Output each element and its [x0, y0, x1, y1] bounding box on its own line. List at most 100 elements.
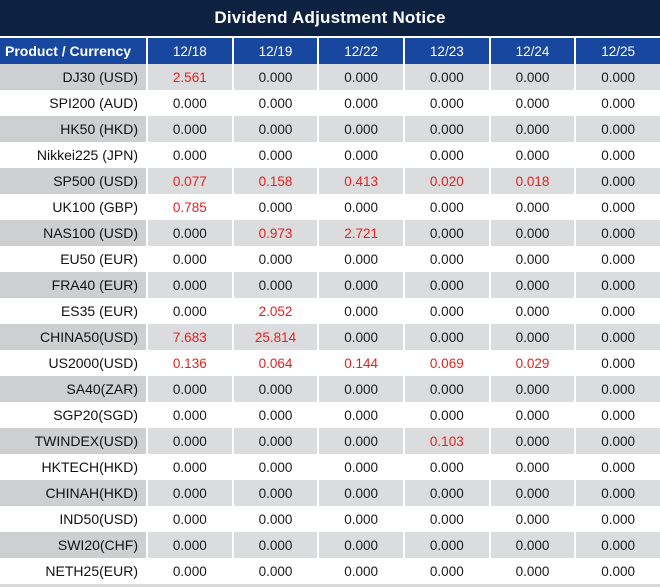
value-cell: 0.000	[490, 532, 575, 558]
table-row: DJ30 (USD) 2.561 0.000 0.000 0.000 0.000 0.000	[0, 64, 660, 90]
table-row: EU50 (EUR) 0.000 0.000 0.000 0.000 0.000 0.000	[0, 246, 660, 272]
value-cell: 0.000	[319, 298, 403, 324]
product-cell: SA40(ZAR)	[0, 376, 146, 402]
value-cell: 0.000	[233, 246, 318, 272]
title-bar: Dividend Adjustment Notice	[0, 0, 660, 36]
value-cell: 0.000	[404, 246, 489, 272]
value-cell: 0.000	[404, 116, 489, 142]
value-cell: 0.000	[404, 298, 489, 324]
value-cell: 0.000	[490, 558, 575, 584]
table-row: UK100 (GBP) 0.785 0.000 0.000 0.000 0.000 0.00…	[0, 194, 660, 220]
value-cell: 0.000	[490, 194, 575, 220]
value-cell: 0.000	[148, 402, 232, 428]
value-cell: 0.000	[148, 116, 232, 142]
table-row: FRA40 (EUR) 0.000 0.000 0.000 0.000 0.000 0.00…	[0, 272, 660, 298]
table-row: SA40(ZAR) 0.000 0.000 0.000 0.000 0.000 0.000	[0, 376, 660, 402]
product-cell: SWI20(CHF)	[0, 532, 146, 558]
product-cell: HKTECH(HKD)	[0, 454, 146, 480]
value-cell: 2.052	[233, 298, 318, 324]
value-cell: 0.000	[404, 532, 489, 558]
value-cell: 0.000	[404, 454, 489, 480]
value-cell: 0.000	[404, 220, 489, 246]
value-cell: 0.000	[490, 376, 575, 402]
product-cell: SGP20(SGD)	[0, 402, 146, 428]
value-cell: 0.000	[233, 272, 318, 298]
value-cell: 0.000	[148, 428, 232, 454]
table-row: NETH25(EUR) 0.000 0.000 0.000 0.000 0.000 0.00…	[0, 558, 660, 584]
product-cell: UK100 (GBP)	[0, 194, 146, 220]
product-cell: SP500 (USD)	[0, 168, 146, 194]
value-cell: 0.000	[576, 194, 660, 220]
table-row: NAS100 (USD) 0.000 0.973 2.721 0.000 0.000 0.0…	[0, 220, 660, 246]
value-cell: 0.000	[404, 402, 489, 428]
value-cell: 0.000	[148, 90, 232, 116]
value-cell: 0.000	[319, 142, 403, 168]
value-cell: 2.721	[319, 220, 403, 246]
value-cell: 0.000	[490, 454, 575, 480]
table-row: HK50 (HKD) 0.000 0.000 0.000 0.000 0.000 0.000	[0, 116, 660, 142]
product-cell: HK50 (HKD)	[0, 116, 146, 142]
product-cell: FRA40 (EUR)	[0, 272, 146, 298]
value-cell: 0.000	[490, 402, 575, 428]
page-title: Dividend Adjustment Notice	[214, 8, 446, 27]
table-row: US2000(USD) 0.136 0.064 0.144 0.069 0.029 0.00…	[0, 350, 660, 376]
value-cell: 0.000	[576, 350, 660, 376]
value-cell: 0.000	[233, 558, 318, 584]
table-body: DJ30 (USD) 2.561 0.000 0.000 0.000 0.000 0.000…	[0, 64, 660, 584]
value-cell: 0.000	[319, 272, 403, 298]
value-cell: 0.000	[404, 194, 489, 220]
value-cell: 0.000	[404, 506, 489, 532]
value-cell: 0.000	[319, 116, 403, 142]
value-cell: 0.000	[404, 376, 489, 402]
value-cell: 0.000	[576, 168, 660, 194]
value-cell: 0.000	[233, 454, 318, 480]
value-cell: 0.000	[576, 454, 660, 480]
value-cell: 0.000	[148, 298, 232, 324]
table-row: ES35 (EUR) 0.000 2.052 0.000 0.000 0.000 0.000	[0, 298, 660, 324]
product-cell: EU50 (EUR)	[0, 246, 146, 272]
value-cell: 0.000	[576, 272, 660, 298]
bottom-strip	[0, 584, 660, 587]
product-cell: NAS100 (USD)	[0, 220, 146, 246]
value-cell: 0.077	[148, 168, 232, 194]
value-cell: 0.000	[490, 324, 575, 350]
table-row: SP500 (USD) 0.077 0.158 0.413 0.020 0.018 0.00…	[0, 168, 660, 194]
table-row: TWINDEX(USD) 0.000 0.000 0.000 0.103 0.000 0.0…	[0, 428, 660, 454]
value-cell: 0.000	[148, 506, 232, 532]
product-cell: DJ30 (USD)	[0, 64, 146, 90]
value-cell: 0.000	[148, 532, 232, 558]
table-row: IND50(USD) 0.000 0.000 0.000 0.000 0.000 0.000	[0, 506, 660, 532]
product-cell: TWINDEX(USD)	[0, 428, 146, 454]
value-cell: 0.018	[490, 168, 575, 194]
value-cell: 0.000	[490, 246, 575, 272]
header-row: Product / Currency 12/18 12/19 12/22 12/23 1…	[0, 38, 660, 64]
table-row: HKTECH(HKD) 0.000 0.000 0.000 0.000 0.000 0.00…	[0, 454, 660, 480]
value-cell: 0.000	[233, 142, 318, 168]
value-cell: 0.000	[319, 90, 403, 116]
value-cell: 0.069	[404, 350, 489, 376]
value-cell: 0.000	[576, 376, 660, 402]
value-cell: 0.000	[404, 324, 489, 350]
value-cell: 0.000	[319, 324, 403, 350]
value-cell: 0.000	[148, 272, 232, 298]
value-cell: 0.000	[319, 480, 403, 506]
column-header-date: 12/24	[490, 38, 575, 64]
value-cell: 0.000	[576, 428, 660, 454]
value-cell: 0.000	[233, 64, 318, 90]
value-cell: 0.000	[404, 480, 489, 506]
value-cell: 0.000	[490, 142, 575, 168]
value-cell: 0.000	[319, 454, 403, 480]
value-cell: 0.000	[319, 402, 403, 428]
value-cell: 0.000	[148, 142, 232, 168]
table-row: CHINAH(HKD) 0.000 0.000 0.000 0.000 0.000 0.00…	[0, 480, 660, 506]
value-cell: 0.973	[233, 220, 318, 246]
value-cell: 0.000	[233, 506, 318, 532]
value-cell: 0.144	[319, 350, 403, 376]
product-cell: CHINA50(USD)	[0, 324, 146, 350]
value-cell: 0.000	[490, 298, 575, 324]
value-cell: 0.000	[576, 246, 660, 272]
value-cell: 0.000	[490, 220, 575, 246]
value-cell: 0.000	[233, 428, 318, 454]
value-cell: 0.413	[319, 168, 403, 194]
value-cell: 0.000	[148, 246, 232, 272]
